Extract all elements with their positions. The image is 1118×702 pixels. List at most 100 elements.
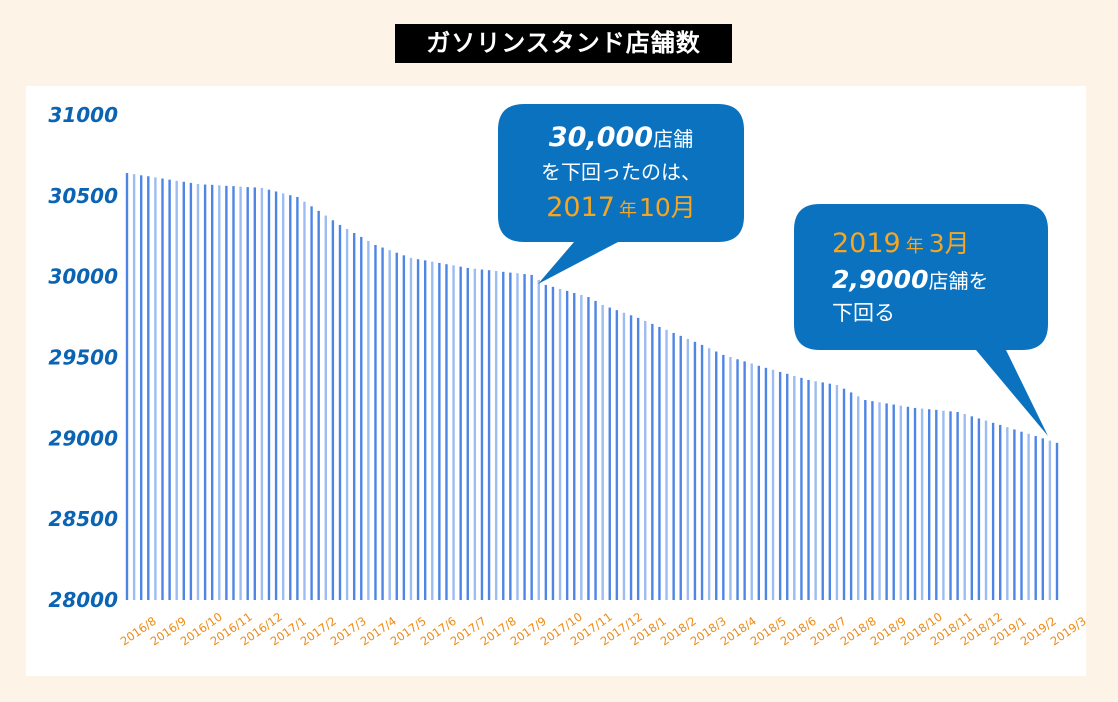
bar	[864, 400, 867, 600]
bar	[267, 189, 271, 600]
bar	[821, 382, 824, 600]
callout-1-month: 10月	[639, 193, 696, 222]
callout-1-line1: 30,000店舗	[549, 122, 693, 153]
y-tick-label: 30000	[48, 265, 118, 289]
bar	[736, 359, 739, 600]
bar	[487, 270, 491, 600]
bar	[679, 335, 682, 600]
bar	[956, 411, 959, 600]
bar	[565, 290, 569, 600]
bar	[480, 269, 484, 600]
bar	[338, 224, 342, 600]
bar	[147, 176, 150, 600]
bar	[1041, 438, 1044, 600]
bar	[551, 286, 555, 600]
bar	[878, 402, 881, 600]
bar	[1055, 442, 1059, 600]
bar	[253, 187, 256, 600]
bar	[168, 179, 171, 601]
bar	[963, 414, 966, 600]
bar	[849, 392, 853, 600]
bar	[274, 191, 278, 600]
bar	[764, 367, 768, 600]
bar	[757, 365, 761, 600]
callout-2-line1: 2019 年 3月	[832, 228, 970, 259]
y-tick-label: 28000	[48, 588, 118, 612]
chart-panel: 31000 30500 30000 29500 29000 28500 28000 2016…	[26, 86, 1086, 676]
bar	[260, 187, 264, 600]
bar	[360, 236, 363, 600]
bar	[999, 424, 1002, 600]
bar	[651, 323, 654, 600]
bar	[629, 315, 633, 600]
bar	[906, 406, 910, 600]
bar	[509, 272, 512, 601]
callout-2-suffix: 店舗を	[928, 269, 988, 293]
bar	[445, 264, 448, 600]
callout-30000: 30,000店舗 を下回ったのは、 2017 年10月	[498, 104, 744, 284]
bar	[885, 403, 888, 600]
bar	[310, 206, 313, 600]
callout-1-line3: 2017 年10月	[546, 192, 696, 223]
bar	[743, 361, 746, 600]
bar	[516, 273, 519, 600]
bar	[771, 369, 775, 600]
bar	[857, 396, 860, 600]
bar	[892, 404, 895, 600]
bar	[1013, 429, 1016, 600]
bar	[622, 312, 626, 600]
bar	[367, 240, 370, 600]
bar	[700, 344, 704, 600]
bar	[828, 383, 832, 600]
bar	[388, 250, 391, 600]
bar	[296, 196, 299, 600]
bar	[573, 293, 576, 600]
bar	[324, 215, 327, 600]
bar	[374, 244, 377, 601]
bar	[232, 186, 235, 600]
callout-2-year-unit: 年	[906, 236, 924, 257]
bar	[331, 220, 335, 600]
bar	[644, 320, 647, 600]
bar	[189, 182, 193, 600]
bar	[544, 284, 548, 600]
bar	[281, 193, 285, 600]
bar	[580, 294, 583, 600]
bar	[928, 409, 931, 600]
bars	[125, 173, 1059, 601]
bar	[636, 317, 640, 600]
bar	[140, 175, 143, 601]
bar	[665, 329, 668, 600]
callout-1-year: 2017	[546, 192, 615, 223]
bar	[991, 422, 995, 600]
bar	[289, 195, 292, 600]
bar	[182, 181, 185, 600]
bar	[601, 304, 604, 600]
bar	[303, 201, 306, 600]
y-tick-label: 29500	[48, 346, 118, 370]
y-tick-label: 30500	[48, 184, 118, 208]
bar	[494, 271, 498, 600]
callout-2-year: 2019	[832, 228, 901, 259]
bar-chart: 31000 30500 30000 29500 29000 28500 28000 2016…	[48, 103, 1086, 648]
bar	[431, 261, 434, 600]
bar	[920, 408, 924, 600]
bar	[345, 228, 349, 600]
bar	[1020, 431, 1023, 600]
y-axis: 31000 30500 30000 29500 29000 28500 28000	[48, 103, 118, 612]
bar	[935, 409, 938, 600]
bar	[502, 271, 505, 600]
bar	[750, 363, 753, 600]
bar	[239, 186, 242, 600]
bar	[1027, 433, 1030, 600]
bar	[693, 341, 697, 600]
callout-29000: 2019 年 3月 2,9000店舗を 下回る	[794, 204, 1048, 436]
bar	[352, 233, 356, 600]
bar	[984, 420, 988, 600]
bar	[558, 288, 562, 600]
bar	[154, 177, 157, 600]
bar	[530, 274, 533, 600]
bar	[125, 173, 129, 600]
bar	[842, 388, 846, 600]
bar	[218, 185, 221, 600]
